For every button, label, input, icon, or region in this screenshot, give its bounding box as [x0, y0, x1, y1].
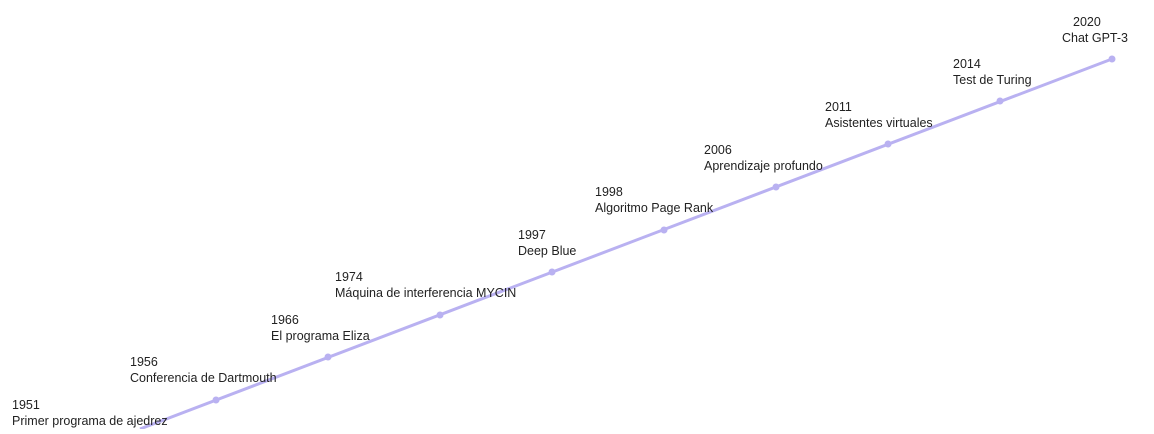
event-label: Primer programa de ajedrez	[12, 414, 168, 428]
event-year: 2014	[953, 57, 981, 71]
event-year: 1956	[130, 355, 158, 369]
dot	[212, 396, 220, 404]
event-label: El programa Eliza	[271, 329, 370, 343]
dot	[884, 140, 892, 148]
event-year: 1966	[271, 313, 299, 327]
dot	[1108, 55, 1116, 63]
dot	[324, 353, 332, 361]
event-label: Máquina de interferencia MYCIN	[335, 286, 516, 300]
event-year: 2020	[1073, 15, 1101, 29]
event-year: 1974	[335, 270, 363, 284]
event-label: Deep Blue	[518, 244, 576, 258]
dot	[660, 226, 668, 234]
timeline-dots	[212, 55, 1116, 404]
event-year: 1998	[595, 185, 623, 199]
event-year: 2011	[825, 100, 852, 114]
event-label: Algoritmo Page Rank	[595, 201, 714, 215]
event-label: Chat GPT-3	[1062, 31, 1128, 45]
dot	[772, 183, 780, 191]
timeline-line	[139, 57, 1113, 431]
dot	[548, 268, 556, 276]
event-label: Asistentes virtuales	[825, 116, 933, 130]
event-year: 1997	[518, 228, 546, 242]
dot	[436, 311, 444, 319]
event-label: Conferencia de Dartmouth	[130, 371, 277, 385]
dot	[996, 97, 1004, 105]
event-label: Aprendizaje profundo	[704, 159, 823, 173]
event-label: Test de Turing	[953, 73, 1032, 87]
event-year: 2006	[704, 143, 732, 157]
event-year: 1951	[12, 398, 40, 412]
